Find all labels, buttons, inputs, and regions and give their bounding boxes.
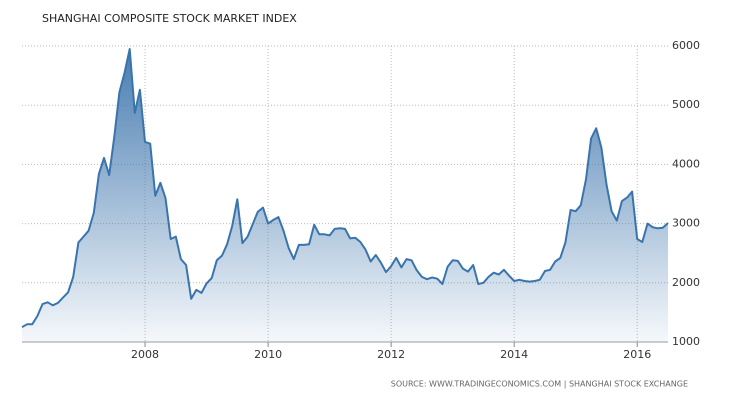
area-fill [22, 49, 668, 342]
chart-title: SHANGHAI COMPOSITE STOCK MARKET INDEX [42, 12, 297, 25]
line [21, 48, 669, 329]
x-tick-label: 2010 [254, 348, 282, 361]
y-tick-label: 1000 [672, 335, 700, 348]
y-tick-label: 2000 [672, 276, 700, 289]
x-tick-label: 2008 [131, 348, 159, 361]
y-tick-label: 5000 [672, 98, 700, 111]
y-tick-label: 4000 [672, 157, 700, 170]
y-tick-label: 6000 [672, 39, 700, 52]
x-tick-label: 2016 [623, 348, 651, 361]
source-note: SOURCE: WWW.TRADINGECONOMICS.COM | SHANG… [391, 380, 688, 389]
y-tick-label: 3000 [672, 217, 700, 230]
x-tick-label: 2014 [500, 348, 528, 361]
x-tick-label: 2012 [377, 348, 405, 361]
